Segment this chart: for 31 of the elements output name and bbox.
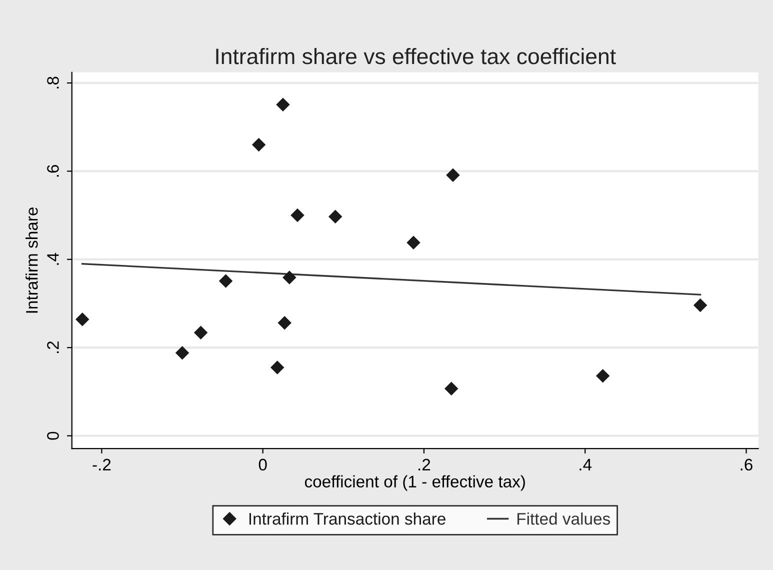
x-axis-title: coefficient of (1 - effective tax) [304,475,525,491]
x-tick-label: 0 [258,458,267,471]
point [282,270,296,284]
point [252,138,266,152]
x-tick-label: .2 [418,458,430,470]
point [219,274,232,288]
y-axis-title: Intrafirm share [26,208,38,313]
x-tick-label: -.2 [92,458,111,470]
legend-label: Fitted values [518,512,610,525]
point [194,326,208,340]
point [278,316,292,330]
point [290,208,304,222]
point [176,346,189,360]
point [76,312,89,326]
point [596,369,610,382]
point [444,382,458,396]
point [328,210,342,224]
y-tick-label: 0 [47,432,59,440]
point [694,298,707,312]
point [276,98,290,112]
chart-title: Intrafirm share vs effective tax coefficient [216,48,616,64]
point [270,360,284,374]
point [406,236,420,250]
y-tick-label: .8 [47,76,59,88]
y-tick-label: .6 [47,164,59,177]
legend-label: Intrafirm Transaction share [249,512,446,525]
y-tick-label: .2 [47,341,59,354]
point [446,168,460,182]
x-tick-label: .4 [580,458,592,470]
y-tick-label: .4 [47,252,59,265]
x-tick-label: .6 [740,458,752,471]
